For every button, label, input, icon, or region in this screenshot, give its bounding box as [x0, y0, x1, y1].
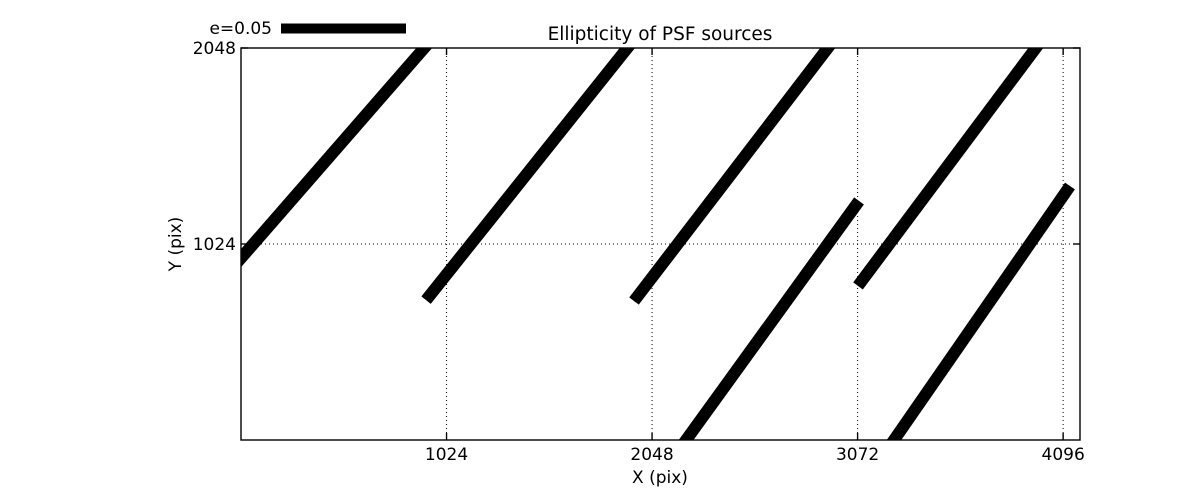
- whisker-line-5: [853, 48, 1044, 290]
- whisker-line-1: [241, 48, 433, 268]
- whisker-lines: [241, 48, 1075, 440]
- y-axis-label: Y (pix): [166, 217, 186, 273]
- x-tick-label-1024: 1024: [425, 445, 468, 465]
- y-tick-label-1024: 1024: [193, 235, 236, 255]
- y-tick-label-2048: 2048: [193, 39, 236, 59]
- gridlines: [241, 47, 1080, 440]
- legend-label: e=0.05: [209, 19, 272, 39]
- x-axis-label: X (pix): [632, 468, 688, 488]
- tick-marks: [241, 47, 1080, 440]
- whisker-line-6: [886, 182, 1075, 440]
- x-tick-label-2048: 2048: [630, 445, 673, 465]
- whisker-line-4: [678, 197, 864, 440]
- tick-labels: 1024 2048 3072 4096 1024 2048: [193, 39, 1085, 465]
- whisker-line-3: [629, 48, 836, 305]
- legend-scale-bar: [281, 23, 406, 34]
- chart-title: Ellipticity of PSF sources: [548, 24, 773, 45]
- x-tick-label-4096: 4096: [1042, 445, 1085, 465]
- whisker-line-2: [421, 48, 636, 304]
- x-tick-label-3072: 3072: [836, 445, 879, 465]
